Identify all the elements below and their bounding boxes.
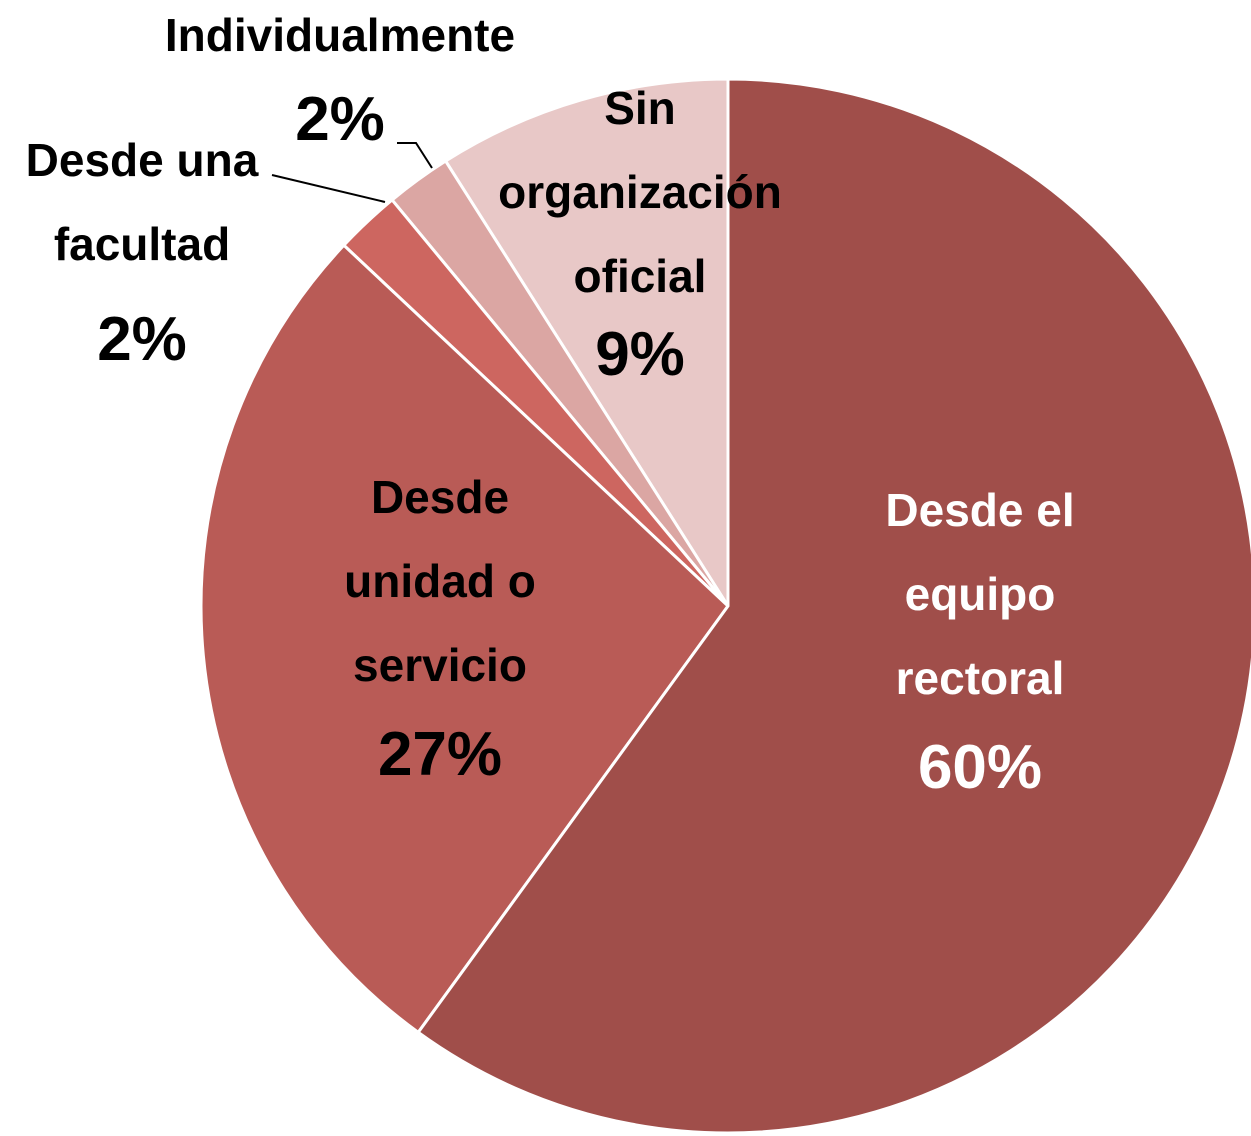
value-label: 9% [595,320,685,389]
leader-line [397,142,433,169]
slice-label: Desde una facultad [25,134,259,270]
pie-slice [199,243,730,1035]
slice-label: Sin organización oficial [498,82,782,302]
slice-label: Individualmente [164,9,516,61]
value-label: 60% [917,733,1043,802]
slice-label: Desde unidad o servicio [344,471,536,691]
pie-slice [443,77,730,612]
slice-label: Desde el equipo rectoral [885,484,1075,704]
value-label: 27% [377,720,503,789]
value-label: 2% [97,305,187,374]
leader-line [271,174,386,203]
pie-slice [416,77,1251,1135]
value-label: 2% [295,85,385,154]
